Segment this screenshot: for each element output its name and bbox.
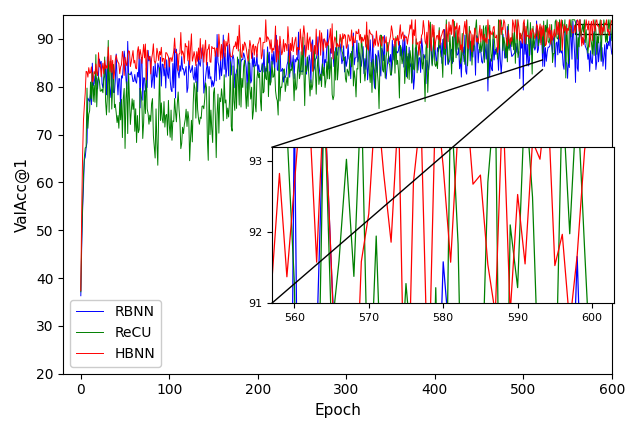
Legend: RBNN, ReCU, HBNN: RBNN, ReCU, HBNN — [70, 300, 161, 367]
HBNN — [592, 20, 600, 25]
RBNN — [573, 18, 580, 23]
RBNN — [576, 17, 584, 23]
ReCU — [501, 41, 509, 46]
HBNN — [262, 17, 269, 23]
HBNN — [111, 71, 118, 76]
HBNN — [501, 20, 509, 25]
RBNN — [592, 67, 600, 72]
RBNN — [500, 40, 508, 45]
RBNN — [608, 52, 616, 57]
ReCU — [592, 28, 600, 33]
RBNN — [111, 90, 118, 95]
ReCU — [176, 118, 184, 123]
RBNN — [252, 63, 260, 68]
HBNN — [573, 17, 581, 23]
ReCU — [252, 109, 260, 114]
Line: HBNN: HBNN — [81, 20, 612, 291]
HBNN — [252, 44, 260, 49]
RBNN — [176, 63, 184, 68]
ReCU — [442, 17, 450, 23]
ReCU — [111, 105, 118, 110]
X-axis label: Epoch: Epoch — [314, 403, 361, 418]
ReCU — [573, 56, 581, 61]
HBNN — [176, 51, 184, 56]
Y-axis label: ValAcc@1: ValAcc@1 — [15, 157, 30, 232]
RBNN — [77, 293, 84, 298]
Line: RBNN: RBNN — [81, 20, 612, 296]
HBNN — [77, 288, 84, 293]
Bar — [575, 24, 612, 34]
HBNN — [608, 18, 616, 23]
Line: ReCU: ReCU — [81, 20, 612, 292]
ReCU — [77, 289, 84, 294]
ReCU — [608, 38, 616, 43]
